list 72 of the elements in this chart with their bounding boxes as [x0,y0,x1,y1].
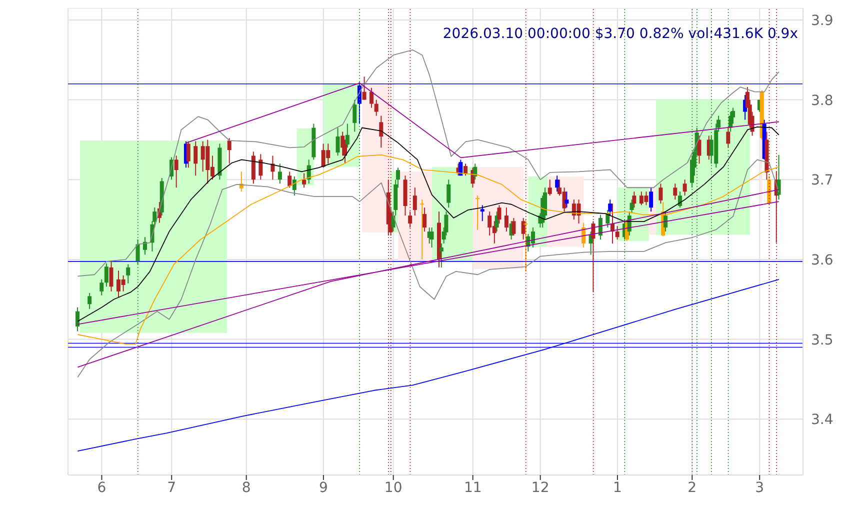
x-tick-label: 1 [612,480,622,496]
candlestick [379,115,384,148]
candlestick [88,292,92,310]
candlestick [227,138,232,164]
candlestick [362,76,366,100]
candlestick [615,225,620,240]
candlestick [697,135,702,164]
candlestick [476,195,480,230]
candlestick [480,204,484,222]
x-tick-label: 12 [531,480,550,496]
candlestick [251,151,256,184]
x-tick-label: 10 [384,480,402,496]
candlestick [186,140,190,168]
y-tick-label: 3.5 [811,332,834,348]
candlestick [548,179,552,196]
candlestick [174,155,178,188]
x-tick-label: 9 [318,480,328,496]
candlestick [632,191,636,208]
candlestick [345,123,350,148]
candlestick [430,227,434,248]
candlestick [374,99,378,116]
candlestick [524,219,528,272]
y-tick-label: 3.6 [811,252,834,268]
candlestick [473,163,478,180]
x-tick-label: 7 [167,480,176,496]
candlestick [664,211,668,232]
candlestick [464,163,468,176]
candlestick [673,183,678,200]
y-tick-label: 3.7 [811,172,834,189]
candlestick [100,278,104,296]
annotation: 2026.03.10 00:00:00 $3.70 0.82% vol:431.6K 0.9x [442,26,798,42]
candlestick [76,306,80,332]
candlestick [370,87,374,108]
candlestick [564,191,569,208]
y-tick-label: 3.8 [811,92,834,109]
candlestick [608,199,612,216]
candlestick [446,179,451,208]
candlestick [336,127,340,156]
candlestick [767,175,772,206]
candlestick [422,207,427,232]
x-tick-label: 2 [688,480,697,496]
candlestick [497,204,502,224]
candlestick [109,260,114,292]
candlestick [412,187,417,216]
candlestick [258,154,263,180]
candlestick [678,191,682,208]
line-series [77,49,780,277]
y-tick-label: 3.4 [811,412,834,428]
x-tick-label: 6 [97,480,106,496]
candlestick [682,179,687,196]
candlestick [288,171,292,188]
candlestick [352,99,357,132]
candlestick [776,154,781,200]
x-tick-label: 3 [755,480,764,496]
candlestick [555,175,560,192]
candlestick [726,127,730,148]
candlestick [302,172,306,188]
candlestick [126,264,130,284]
y-tick-label: 3.9 [811,12,834,29]
candlestick [658,183,663,204]
x-tick-label: 8 [242,480,251,496]
candlestick [278,163,282,184]
candlestick [504,207,508,232]
candlestick [104,262,108,288]
candlestick [512,217,516,236]
line-series [77,159,780,378]
candlestick [194,140,198,176]
x-tick-label: 11 [464,480,482,496]
candlestick [420,199,424,260]
candlestick [439,242,444,268]
candlestick [292,176,296,196]
line-series [77,154,780,345]
